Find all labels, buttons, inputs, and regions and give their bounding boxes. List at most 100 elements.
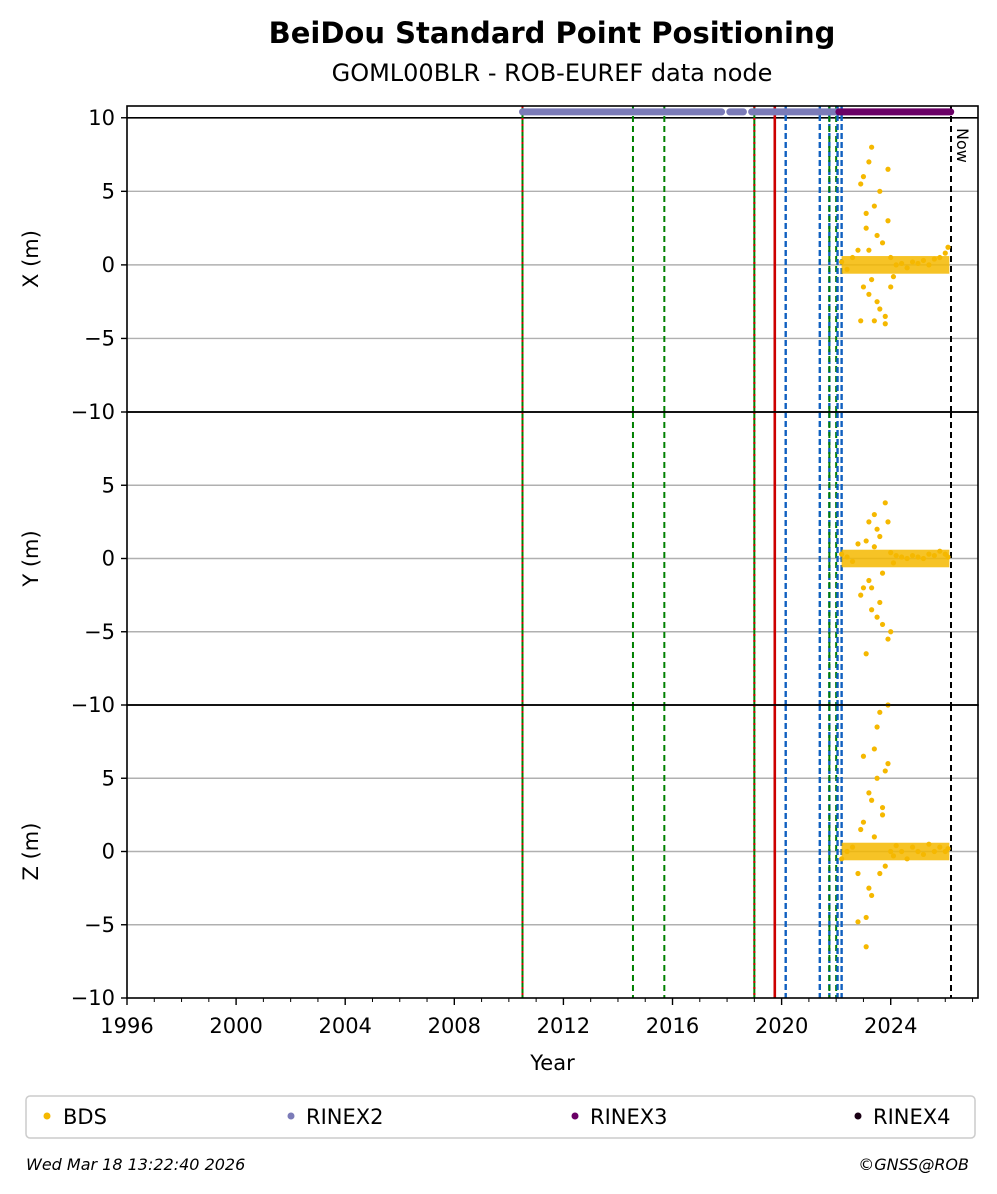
- bds-point: [869, 144, 875, 150]
- bds-point: [858, 181, 864, 187]
- x-tick-label: 2000: [209, 1014, 262, 1038]
- bds-point: [942, 250, 948, 256]
- bds-point: [893, 262, 899, 268]
- bds-point: [874, 724, 880, 730]
- legend-label-rinex2: RINEX2: [306, 1105, 384, 1129]
- x-tick-label: 2020: [755, 1014, 808, 1038]
- bds-point: [904, 555, 910, 562]
- bds-point: [945, 244, 951, 250]
- bds-point: [839, 259, 845, 265]
- bds-point: [879, 804, 886, 811]
- bds-point: [888, 629, 894, 635]
- bds-point: [874, 775, 880, 781]
- bds-point: [855, 247, 861, 253]
- bds-point: [877, 533, 883, 540]
- bds-point: [926, 551, 932, 557]
- bds-point: [899, 260, 905, 267]
- bds-point: [855, 541, 861, 547]
- footer-credit: ©GNSS@ROB: [858, 1155, 969, 1174]
- bds-point: [920, 851, 927, 858]
- bds-point: [849, 844, 856, 850]
- bds-point: [879, 621, 886, 628]
- chart-subtitle: GOML00BLR - ROB-EUREF data node: [332, 59, 773, 87]
- bds-point: [945, 554, 951, 560]
- bds-point: [858, 318, 864, 324]
- bds-point: [866, 291, 872, 297]
- legend-marker-bds: [43, 1112, 51, 1120]
- x-tick-label: 2008: [428, 1014, 481, 1038]
- y-tick-label: 5: [102, 473, 115, 497]
- panel-y: 5 0 −5 −10 Y (m): [19, 411, 979, 717]
- x-tick-label: 2004: [318, 1014, 371, 1038]
- bds-point: [931, 256, 937, 262]
- bds-point: [860, 174, 867, 180]
- bds-point: [882, 321, 888, 327]
- bds-point: [839, 551, 845, 557]
- bds-point: [860, 585, 867, 591]
- y-tick-label: 10: [88, 106, 115, 130]
- bds-point: [888, 254, 894, 261]
- bds-point: [909, 552, 916, 559]
- x-tick-label: 1996: [100, 1014, 153, 1038]
- x-axis-label: Year: [529, 1051, 575, 1075]
- bds-point: [904, 856, 910, 862]
- bds-point: [863, 651, 869, 657]
- y-tick-label: 5: [102, 766, 115, 790]
- bds-point: [844, 848, 850, 855]
- x-tick-label: 2024: [864, 1014, 917, 1038]
- bds-point: [860, 819, 867, 825]
- bds-point: [926, 841, 932, 847]
- x-axis: 1996 2000 2004 2008 2012 2016 2020 2024 Year: [100, 998, 974, 1075]
- bds-point: [877, 306, 883, 312]
- legend-marker-rinex2: [287, 1112, 295, 1120]
- y-axis-label: Y (m): [19, 530, 43, 587]
- bds-point: [849, 558, 856, 565]
- bds-point: [890, 853, 897, 859]
- bds-point: [866, 159, 872, 165]
- y-tick-label: 0: [102, 840, 115, 864]
- y-tick-label: 0: [102, 547, 115, 571]
- bds-point: [860, 753, 867, 759]
- bds-point: [888, 284, 894, 290]
- y-axis-label: X (m): [19, 230, 43, 288]
- bds-point: [869, 797, 875, 803]
- bds-point: [860, 284, 867, 290]
- bds-point: [909, 844, 916, 850]
- bds-point: [882, 863, 888, 869]
- legend-marker-rinex4: [854, 1112, 862, 1120]
- legend-label-bds: BDS: [63, 1105, 107, 1129]
- bds-point: [888, 550, 894, 556]
- bds-point: [904, 265, 910, 271]
- chart-title: BeiDou Standard Point Positioning: [269, 16, 836, 50]
- bds-point: [855, 870, 861, 877]
- y-tick-label: −5: [84, 913, 115, 937]
- bds-point: [885, 218, 891, 224]
- bds-point: [879, 570, 886, 576]
- bds-point: [871, 746, 877, 752]
- y-tick-label: 0: [102, 253, 115, 277]
- bds-point: [863, 944, 869, 950]
- bds-point: [871, 511, 877, 518]
- bds-point: [871, 318, 877, 324]
- bds-point: [888, 848, 894, 855]
- bds-point: [844, 554, 850, 560]
- bds-point: [874, 299, 880, 305]
- bds-point: [877, 870, 883, 877]
- bds-point: [877, 599, 883, 606]
- bds-point: [869, 607, 875, 613]
- bds-point: [871, 544, 877, 550]
- bds-point: [874, 232, 880, 239]
- bds-point: [882, 768, 888, 774]
- bds-point: [869, 892, 875, 899]
- bds-point: [945, 845, 951, 852]
- bds-point: [909, 259, 916, 265]
- bds-point: [899, 848, 905, 855]
- panels: Now 10 5 0 −5 −10 X (m) 5 0 −5 −10 Y (m) 5 0 −5 −10 Z (m…: [19, 105, 979, 1075]
- legend-frame: [25, 1095, 976, 1139]
- y-axis-label: Z (m): [19, 823, 43, 881]
- bds-point: [877, 709, 883, 715]
- bds-point: [858, 826, 864, 833]
- bds-point: [885, 519, 891, 525]
- bds-point: [885, 636, 891, 642]
